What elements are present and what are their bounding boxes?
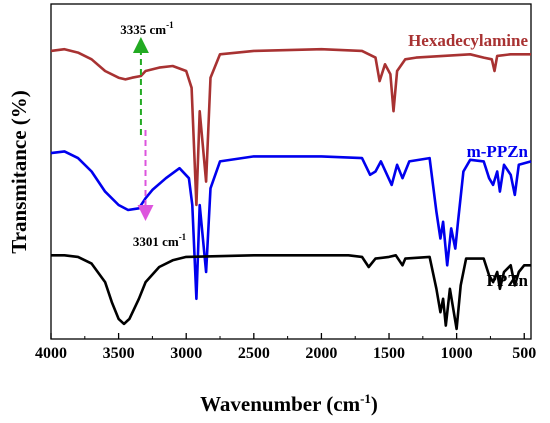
series-labels: Hexadecylamine m-PPZn PPZn (408, 31, 528, 290)
x-tick-label-3000: 3000 (170, 345, 202, 362)
series-group (50, 47, 532, 331)
y-axis-title: Transmitance (%) (7, 90, 31, 254)
x-tick-label-2500: 2500 (238, 345, 270, 362)
x-tick-label-3500: 3500 (103, 345, 135, 362)
x-tick-label-1000: 1000 (441, 345, 473, 362)
x-tick-label-1500: 1500 (373, 345, 405, 362)
x-tick-label-500: 500 (512, 345, 536, 362)
series-label-hexadecylamine: Hexadecylamine (408, 31, 528, 50)
x-tick-label-4000: 4000 (35, 345, 67, 362)
annotations-group: 3335 cm-1 3301 cm-1 (120, 20, 186, 249)
series-line-ppzn (51, 254, 531, 331)
series-line-m-ppzn (50, 150, 532, 301)
series-line-hexadecylamine (50, 47, 531, 207)
annotation-label-3335: 3335 cm-1 (120, 20, 174, 37)
x-axis: 4000 3500 3000 2500 2000 1500 1000 500 (35, 333, 536, 362)
x-axis-title: Wavenumber (cm-1) (200, 391, 378, 416)
x-tick-label-2000: 2000 (305, 345, 337, 362)
series-label-m-ppzn: m-PPZn (467, 142, 529, 161)
series-label-ppzn: PPZn (486, 271, 528, 290)
plot-frame (50, 3, 532, 340)
annotation-label-3301: 3301 cm-1 (133, 232, 187, 249)
